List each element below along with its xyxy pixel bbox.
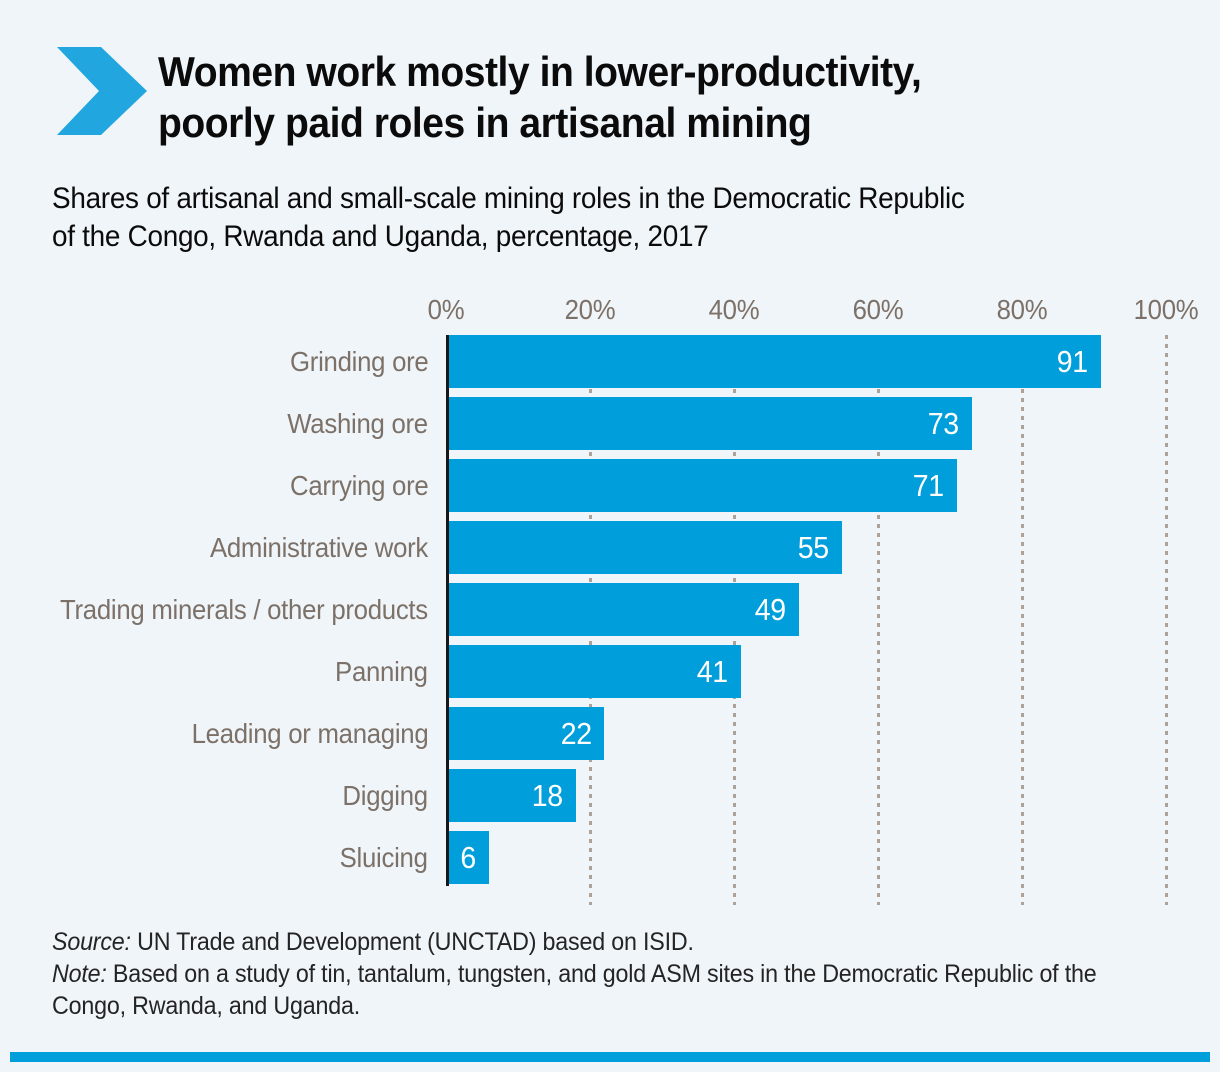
category-row: Digging bbox=[0, 769, 429, 822]
gridline bbox=[1165, 335, 1168, 905]
category-label: Trading minerals / other products bbox=[60, 593, 428, 625]
bar-plot-area: 91 73 71 55 49 41 22 18 6 bbox=[446, 335, 1166, 893]
bar: 49 bbox=[446, 583, 799, 636]
bar-value-label: 91 bbox=[1057, 343, 1089, 379]
x-axis-tick-label: 100% bbox=[1133, 294, 1199, 325]
x-axis-tick-label: 20% bbox=[564, 294, 616, 325]
bar-value-label: 71 bbox=[913, 467, 945, 503]
bar: 41 bbox=[446, 645, 742, 698]
x-axis-tick-labels: 0% 20% 40% 60% 80% 100% bbox=[428, 294, 1199, 326]
y-axis-line bbox=[446, 335, 449, 886]
note-label: Note: bbox=[52, 960, 107, 988]
bar: 22 bbox=[446, 707, 605, 760]
gridline bbox=[877, 335, 880, 905]
category-label: Administrative work bbox=[209, 531, 428, 563]
category-label: Leading or managing bbox=[191, 717, 428, 749]
source-note-block: Source: UN Trade and Development (UNCTAD… bbox=[52, 926, 1220, 1022]
source-label: Source: bbox=[52, 928, 131, 956]
bar: 91 bbox=[446, 335, 1102, 388]
bar-value-label: 22 bbox=[560, 715, 592, 751]
x-axis-tick-label: 80% bbox=[996, 294, 1048, 325]
category-row: Trading minerals / other products bbox=[0, 583, 428, 636]
category-label: Sluicing bbox=[339, 841, 428, 873]
bar: 18 bbox=[446, 769, 576, 822]
bar: 73 bbox=[446, 397, 972, 450]
bar: 71 bbox=[446, 459, 958, 512]
chart-subtitle: Shares of artisanal and small-scale mini… bbox=[52, 182, 965, 253]
bar-value-label: 18 bbox=[531, 777, 563, 813]
gridline bbox=[1021, 335, 1024, 905]
footer-accent-bar bbox=[10, 1052, 1210, 1062]
category-label: Digging bbox=[342, 779, 429, 811]
note-line: Note: Based on a study of tin, tantalum,… bbox=[52, 958, 1220, 1022]
bar-value-label: 55 bbox=[797, 529, 829, 565]
category-row: Panning bbox=[0, 645, 428, 698]
source-line: Source: UN Trade and Development (UNCTAD… bbox=[52, 926, 1220, 958]
category-row: Administrative work bbox=[0, 521, 428, 574]
category-label: Panning bbox=[335, 655, 428, 687]
category-label: Grinding ore bbox=[289, 345, 429, 377]
page-title: Women work mostly in lower-productivity,… bbox=[158, 48, 922, 146]
category-row: Leading or managing bbox=[0, 707, 428, 760]
category-row: Washing ore bbox=[0, 397, 428, 450]
x-axis-tick-label: 0% bbox=[427, 294, 465, 325]
category-label: Carrying ore bbox=[289, 469, 429, 501]
category-label: Washing ore bbox=[287, 407, 428, 439]
category-row: Carrying ore bbox=[0, 459, 429, 512]
bar-value-label: 6 bbox=[460, 839, 477, 875]
bar: 55 bbox=[446, 521, 842, 574]
bar: 6 bbox=[446, 831, 490, 884]
x-axis-tick-label: 60% bbox=[852, 294, 904, 325]
bar-value-label: 73 bbox=[927, 405, 959, 441]
bar-value-label: 41 bbox=[697, 653, 729, 689]
category-row: Sluicing bbox=[0, 831, 428, 884]
note-text: Based on a study of tin, tantalum, tungs… bbox=[52, 960, 1097, 1020]
category-row: Grinding ore bbox=[0, 335, 429, 388]
x-axis-tick-label: 40% bbox=[708, 294, 760, 325]
chevron-right-icon bbox=[57, 47, 147, 135]
bar-value-label: 49 bbox=[754, 591, 786, 627]
source-text: UN Trade and Development (UNCTAD) based … bbox=[130, 928, 694, 956]
